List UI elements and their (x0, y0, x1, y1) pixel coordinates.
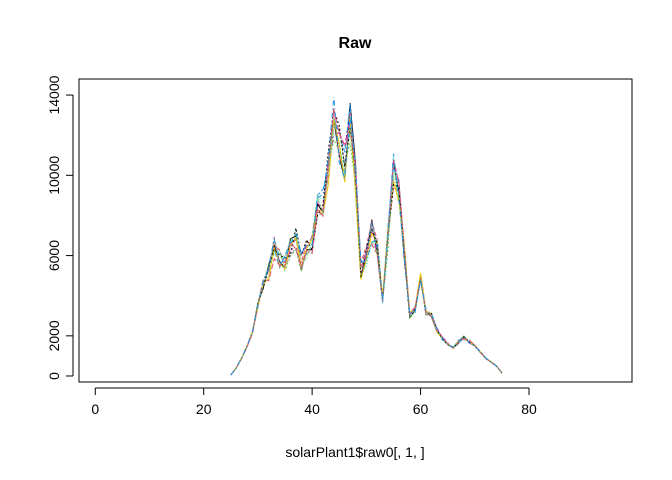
x-axis-label: solarPlant1$raw0[, 1, ] (285, 444, 424, 460)
y-axis: 0 2000 6000 10000 14000 (46, 75, 74, 380)
y-tick-label: 0 (46, 372, 62, 380)
plot-frame (78, 78, 633, 383)
series-group (230, 96, 503, 376)
series-line (230, 118, 503, 376)
series-line (230, 109, 503, 376)
x-tick-label: 60 (413, 401, 429, 417)
x-tick-label: 20 (196, 401, 212, 417)
x-tick-label: 80 (521, 401, 537, 417)
series-line (230, 96, 503, 376)
x-axis: 0 20 40 60 80 (91, 387, 537, 417)
y-tick-label: 6000 (46, 240, 62, 271)
x-tick-label: 0 (91, 401, 99, 417)
series-line (230, 107, 503, 376)
chart-title: Raw (339, 35, 372, 52)
series-line (230, 103, 503, 376)
x-tick-label: 40 (304, 401, 320, 417)
y-tick-label: 14000 (46, 75, 62, 114)
series-line (230, 121, 503, 376)
series-line (230, 104, 503, 376)
y-tick-label: 2000 (46, 320, 62, 351)
series-line (230, 110, 503, 376)
y-tick-label: 10000 (46, 156, 62, 195)
